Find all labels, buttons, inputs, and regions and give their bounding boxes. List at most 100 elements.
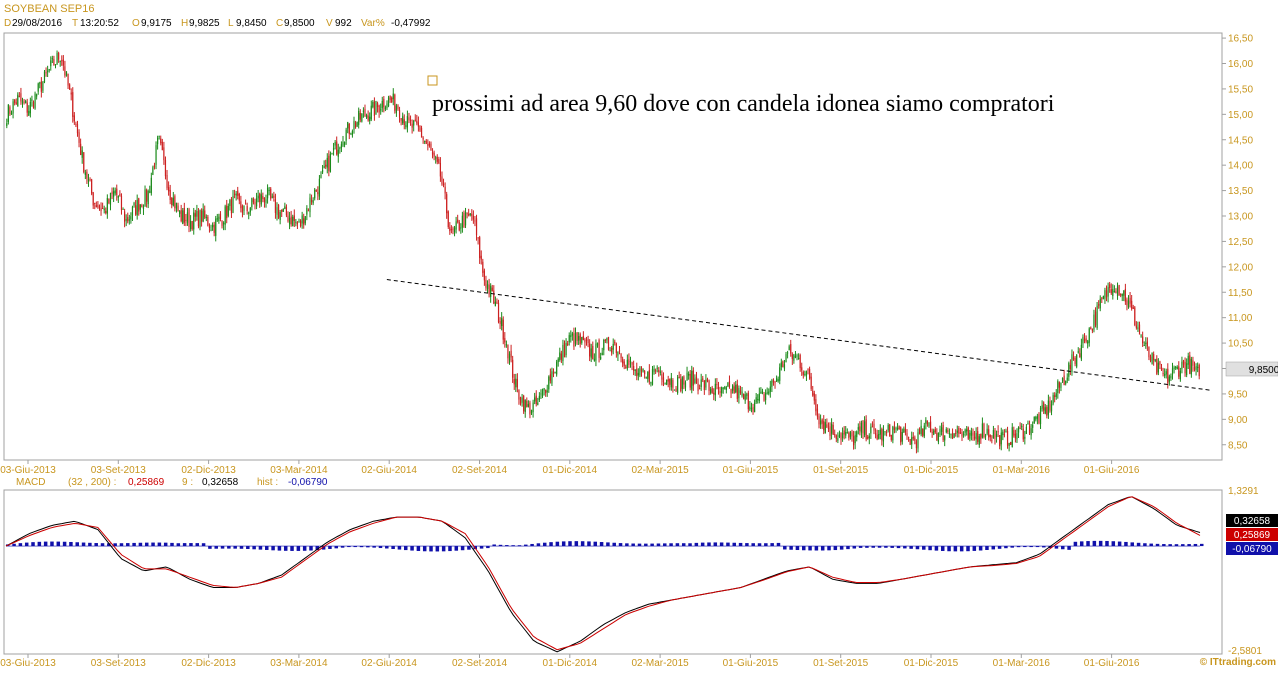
candle-body: [320, 174, 322, 178]
hist-bar: [688, 543, 692, 547]
candle-body: [1116, 286, 1119, 296]
candle-body: [491, 287, 493, 292]
candle-body: [655, 370, 657, 372]
candle-body: [386, 103, 388, 109]
candle-body: [160, 138, 162, 144]
candle-body: [411, 123, 413, 128]
candle-body: [1167, 368, 1169, 384]
candle-body: [86, 171, 88, 179]
candle-body: [345, 129, 347, 141]
candle-body: [667, 379, 669, 382]
hist-bar: [903, 546, 907, 549]
hist-bar: [132, 542, 136, 547]
candle-body: [862, 420, 864, 434]
candle-body: [424, 140, 426, 142]
candle-body: [364, 108, 366, 116]
hist-bar: [726, 542, 730, 547]
hist-bar: [18, 543, 23, 547]
candle-body: [634, 369, 636, 372]
candle-body: [1077, 351, 1079, 353]
candle-body: [314, 189, 316, 199]
candle-body: [513, 378, 515, 385]
candle-body: [922, 428, 924, 436]
candle-body: [318, 178, 321, 197]
candle-body: [233, 193, 236, 195]
candle-body: [824, 422, 826, 433]
candle-body: [182, 210, 184, 224]
candle-body: [851, 432, 853, 437]
signal-value: 0,32658: [202, 477, 239, 488]
candle-body: [889, 424, 891, 436]
candle-body: [353, 121, 355, 130]
candle-body: [288, 217, 291, 225]
candle-body: [109, 192, 112, 205]
candle-body: [673, 389, 676, 391]
candle-body: [967, 427, 969, 439]
candle-body: [298, 221, 300, 223]
candle-body: [119, 193, 121, 197]
candle-body: [948, 432, 951, 435]
candle-body: [961, 431, 963, 437]
hist-bar: [1155, 543, 1160, 547]
candle-body: [885, 432, 888, 434]
low-label: L: [228, 18, 234, 29]
hist-bar: [100, 543, 105, 547]
macd-tag: 0,25869: [1234, 530, 1271, 541]
hist-bar: [189, 543, 193, 547]
macd-tag-box: [1226, 528, 1278, 541]
candle-body: [1197, 366, 1199, 368]
candle-body: [464, 212, 467, 226]
candle-body: [480, 255, 482, 260]
candle-body: [1120, 294, 1122, 296]
candle-body: [499, 320, 501, 324]
candle-body: [438, 159, 440, 163]
candle-body: [716, 384, 718, 386]
candle-body: [188, 209, 190, 227]
candle-body: [39, 82, 41, 84]
candle-body: [274, 199, 277, 213]
candle-body: [777, 379, 779, 382]
candle-body: [838, 434, 841, 437]
candle-body: [678, 376, 680, 378]
candle-body: [992, 430, 995, 438]
hist-bar: [1117, 541, 1122, 547]
hist-bar: [517, 545, 522, 547]
candle-body: [252, 199, 255, 203]
macd-params: (32 , 200) :: [68, 477, 116, 488]
candle-body: [843, 430, 845, 435]
candle-body: [626, 359, 628, 369]
candle-body: [675, 388, 677, 392]
hist-bar: [694, 542, 699, 547]
candle-body: [127, 217, 129, 222]
candle-body: [540, 393, 542, 395]
candle-body: [409, 119, 412, 122]
candle-body: [359, 112, 361, 120]
candle-body: [1069, 364, 1071, 370]
candle-body: [576, 332, 578, 342]
candle-body: [534, 397, 536, 402]
candle-body: [389, 96, 391, 100]
annotation-marker: [427, 75, 438, 86]
candle-body: [479, 237, 481, 259]
candle-body: [552, 371, 555, 375]
candle-body: [221, 220, 223, 226]
candle-body: [496, 301, 498, 304]
candle-body: [714, 383, 716, 396]
candle-body: [1109, 284, 1111, 288]
candle-body: [562, 344, 564, 362]
hist-bar: [650, 543, 654, 547]
candle-body: [898, 426, 900, 430]
candle-body: [881, 429, 883, 441]
candle-body: [172, 197, 174, 206]
candle-body: [460, 227, 462, 229]
hist-bar: [296, 546, 301, 551]
hist-bar: [966, 546, 970, 552]
hist-bar: [884, 546, 888, 548]
candle-body: [760, 391, 762, 394]
candle-body: [1080, 344, 1082, 360]
macd-line: [5, 496, 1201, 653]
candle-body: [98, 206, 101, 208]
candle-body: [892, 426, 894, 441]
candle-body: [342, 141, 344, 146]
